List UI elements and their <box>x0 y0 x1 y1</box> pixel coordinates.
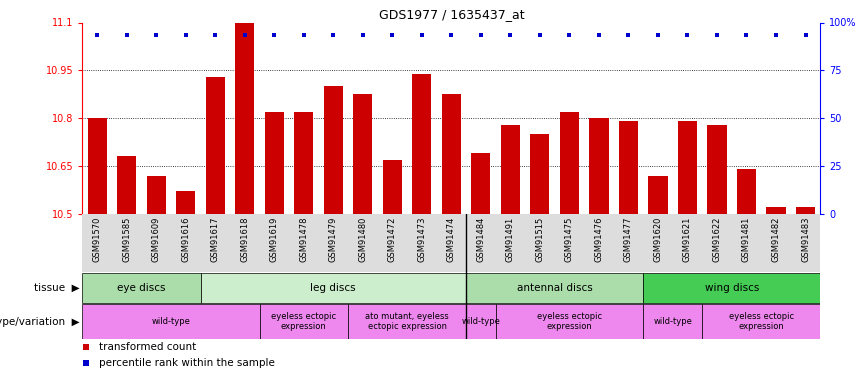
Bar <box>265 112 284 214</box>
Text: GSM91476: GSM91476 <box>595 217 603 262</box>
Text: GSM91491: GSM91491 <box>506 217 515 262</box>
Text: GSM91478: GSM91478 <box>299 217 308 262</box>
Text: GSM91515: GSM91515 <box>536 217 544 262</box>
Bar <box>471 153 490 214</box>
Bar <box>117 156 136 214</box>
Text: GSM91472: GSM91472 <box>388 217 397 262</box>
Bar <box>383 160 402 214</box>
Text: wing discs: wing discs <box>705 283 759 293</box>
Text: GSM91481: GSM91481 <box>742 217 751 262</box>
Bar <box>702 304 820 339</box>
Text: GSM91585: GSM91585 <box>122 217 131 262</box>
Text: antennal discs: antennal discs <box>516 283 593 293</box>
Text: GSM91570: GSM91570 <box>93 217 102 262</box>
Bar <box>501 124 520 214</box>
Text: wild-type: wild-type <box>654 317 692 326</box>
Text: eye discs: eye discs <box>117 283 166 293</box>
Bar <box>88 118 107 214</box>
Bar <box>466 273 643 303</box>
Bar <box>201 273 466 303</box>
Bar <box>589 118 608 214</box>
Bar <box>324 86 343 214</box>
Text: GSM91473: GSM91473 <box>418 217 426 262</box>
Bar <box>496 304 643 339</box>
Text: GSM91479: GSM91479 <box>329 217 338 262</box>
Text: genotype/variation  ▶: genotype/variation ▶ <box>0 316 80 327</box>
Text: GSM91480: GSM91480 <box>358 217 367 262</box>
Text: ato mutant, eyeless
ectopic expression: ato mutant, eyeless ectopic expression <box>365 312 449 331</box>
Text: GSM91618: GSM91618 <box>240 217 249 262</box>
Bar <box>707 124 727 214</box>
Text: GSM91477: GSM91477 <box>624 217 633 262</box>
Text: eyeless ectopic
expression: eyeless ectopic expression <box>728 312 794 331</box>
Text: GSM91475: GSM91475 <box>565 217 574 262</box>
Text: GSM91483: GSM91483 <box>801 217 810 262</box>
Bar <box>619 122 638 214</box>
Text: GSM91484: GSM91484 <box>477 217 485 262</box>
Bar <box>348 304 466 339</box>
Bar <box>643 304 702 339</box>
Text: GSM91621: GSM91621 <box>683 217 692 262</box>
Bar <box>176 191 195 214</box>
Text: GSM91616: GSM91616 <box>181 217 190 262</box>
Bar <box>147 176 166 214</box>
Bar <box>260 304 348 339</box>
Bar <box>442 94 461 214</box>
Bar <box>82 273 201 303</box>
Bar <box>560 112 579 214</box>
Bar <box>235 22 254 214</box>
Bar <box>648 176 667 214</box>
Text: GSM91622: GSM91622 <box>713 217 721 262</box>
Text: GSM91474: GSM91474 <box>447 217 456 262</box>
Bar <box>82 304 260 339</box>
Bar <box>678 122 697 214</box>
Bar <box>294 112 313 214</box>
Text: tissue  ▶: tissue ▶ <box>34 283 80 293</box>
Text: eyeless ectopic
expression: eyeless ectopic expression <box>536 312 602 331</box>
Title: GDS1977 / 1635437_at: GDS1977 / 1635437_at <box>378 8 524 21</box>
Text: leg discs: leg discs <box>311 283 356 293</box>
Text: GSM91609: GSM91609 <box>152 217 161 262</box>
Bar <box>737 169 756 214</box>
Bar <box>466 304 496 339</box>
Text: eyeless ectopic
expression: eyeless ectopic expression <box>271 312 337 331</box>
Text: GSM91617: GSM91617 <box>211 217 220 262</box>
Text: GSM91482: GSM91482 <box>772 217 780 262</box>
Text: wild-type: wild-type <box>152 317 190 326</box>
Text: GSM91619: GSM91619 <box>270 217 279 262</box>
Bar <box>766 207 786 214</box>
Bar <box>353 94 372 214</box>
Bar <box>530 134 549 214</box>
Text: transformed count: transformed count <box>99 342 196 352</box>
Bar <box>412 74 431 214</box>
Text: percentile rank within the sample: percentile rank within the sample <box>99 358 274 368</box>
Text: GSM91620: GSM91620 <box>654 217 662 262</box>
Bar <box>796 207 815 214</box>
Bar <box>206 77 225 214</box>
Bar <box>643 273 820 303</box>
Text: wild-type: wild-type <box>462 317 500 326</box>
